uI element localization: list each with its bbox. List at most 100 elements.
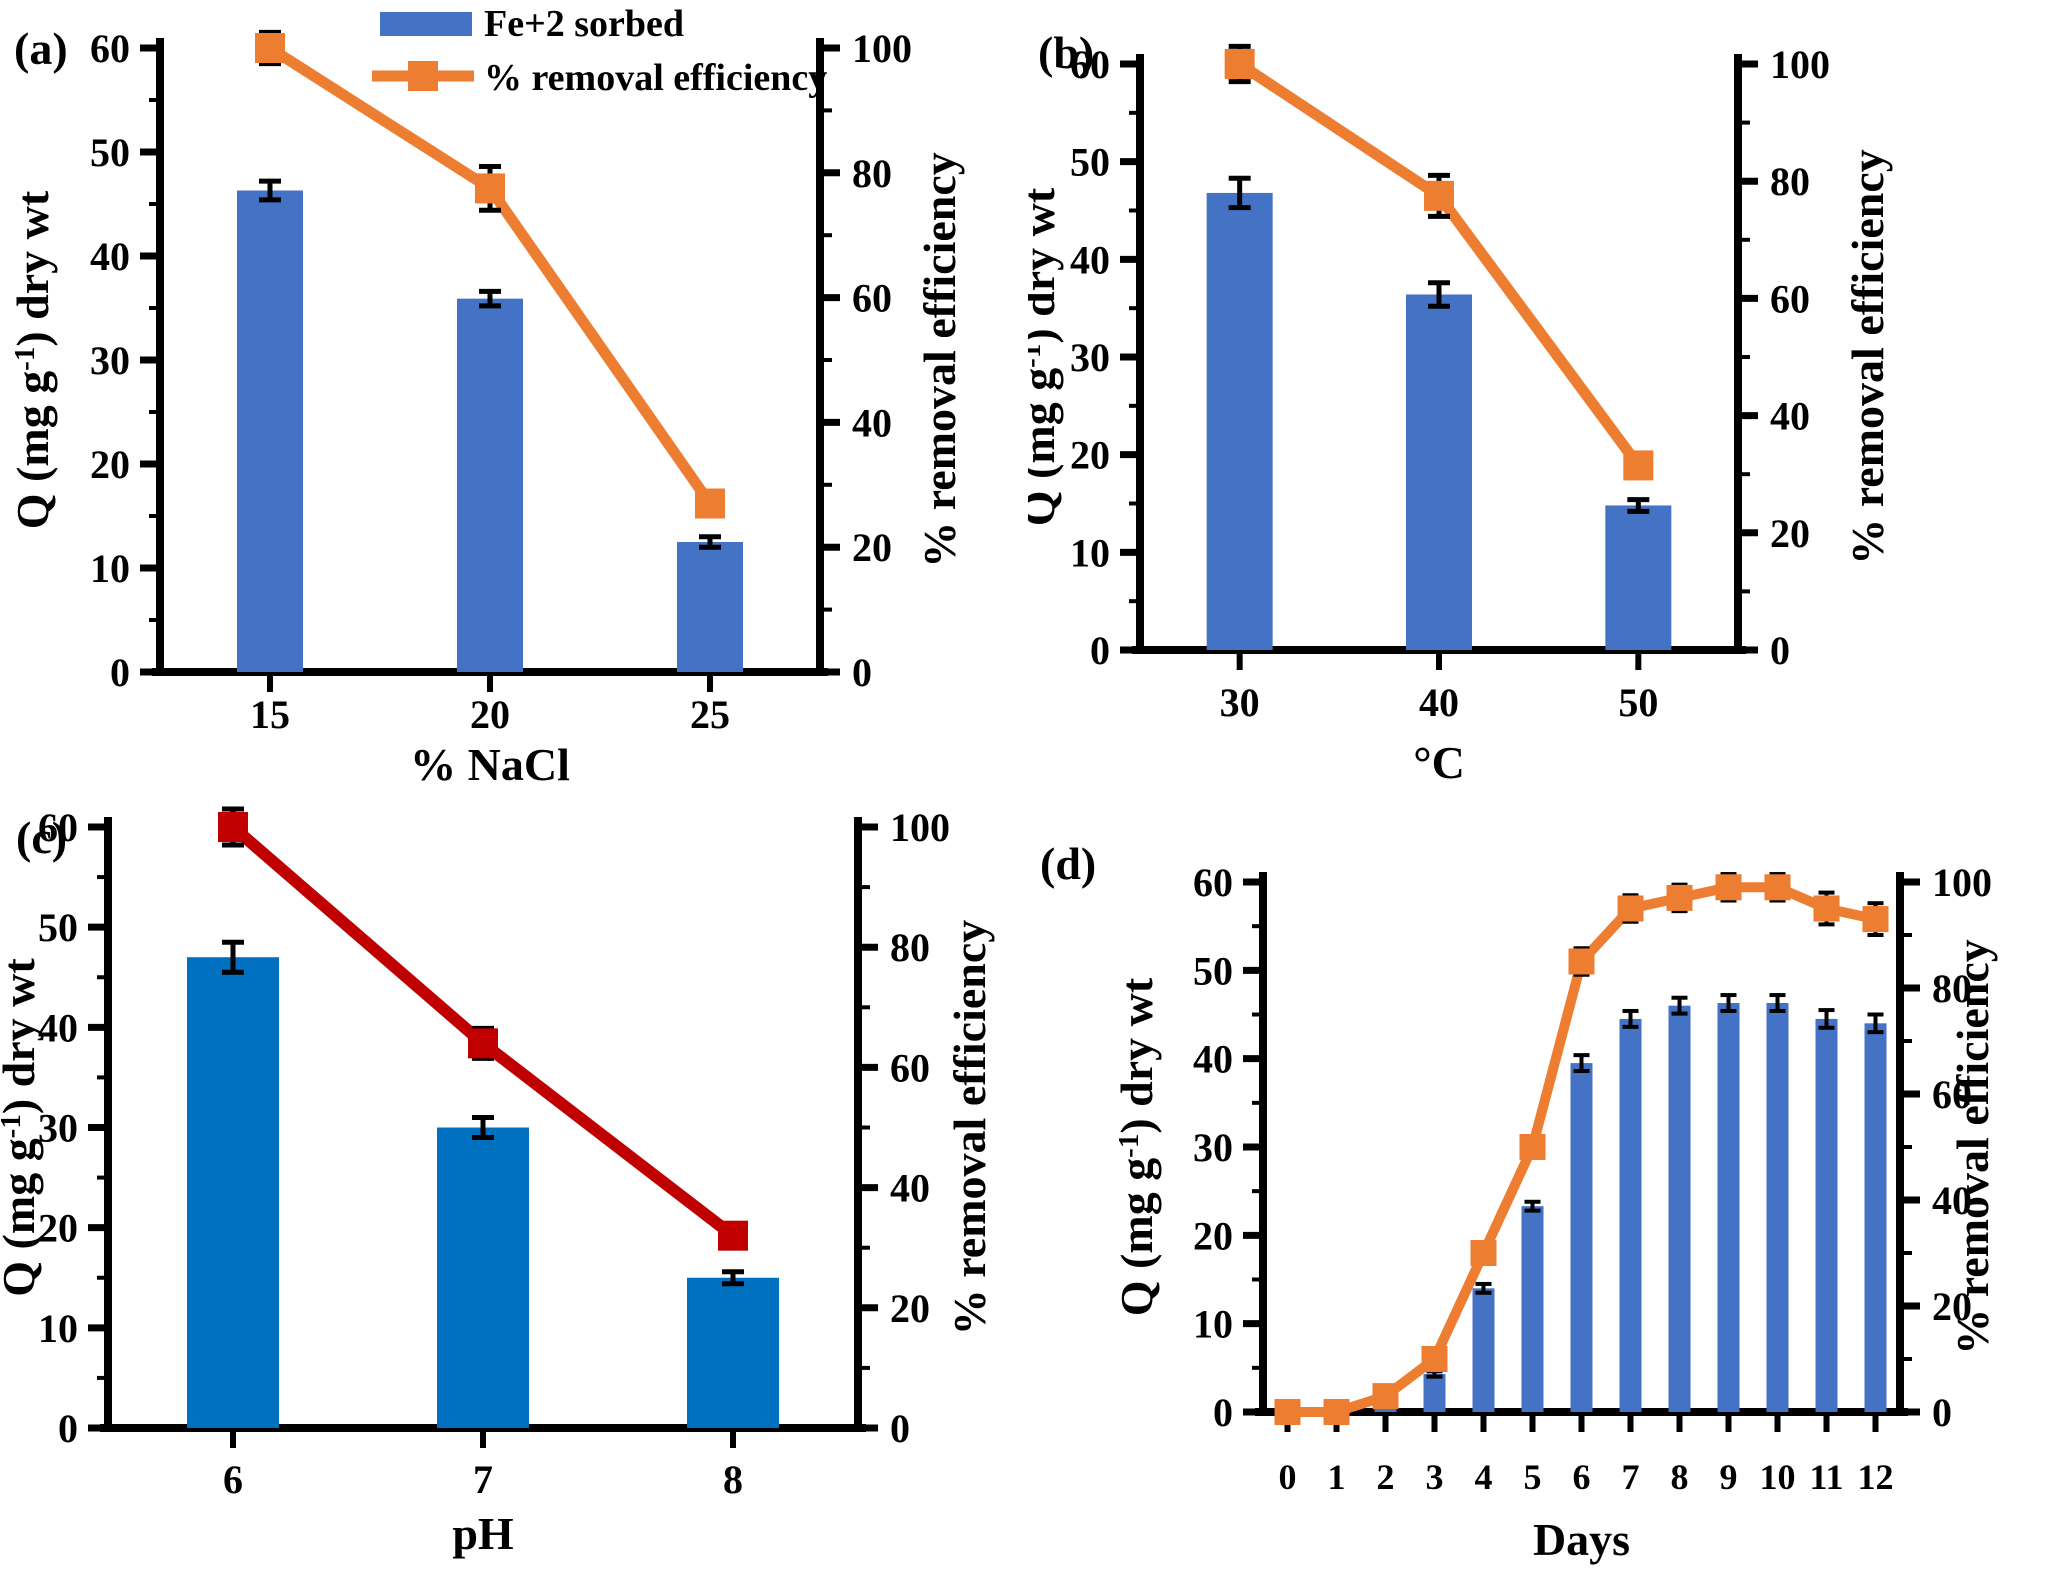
panel-label: (b)	[1038, 27, 1094, 78]
error-bar	[699, 534, 721, 550]
error-bar	[1573, 1053, 1590, 1074]
right-y-axis-title: % removal efficiency	[1947, 939, 1998, 1355]
x-tick-label: 8	[1671, 1457, 1689, 1497]
right-axis-tick-label: 80	[1932, 966, 1972, 1011]
x-tick-label: 20	[470, 692, 510, 737]
x-tick-label: 50	[1618, 680, 1658, 725]
right-axis-tick-label: 0	[852, 650, 872, 695]
right-axis-tick-label: 60	[1770, 276, 1810, 321]
bar-11	[1815, 1018, 1838, 1412]
left-y-axis-title: Q (mg g-1) dry wt	[1028, 187, 1064, 526]
x-tick-label: 10	[1760, 1457, 1796, 1497]
bar-7	[437, 1127, 529, 1428]
left-axis-tick-label: 0	[1090, 628, 1110, 673]
x-axis-title: Days	[1533, 1514, 1630, 1565]
bar-8	[1668, 1005, 1691, 1412]
error-bar	[259, 178, 281, 203]
x-tick-label: 12	[1858, 1457, 1894, 1497]
right-axis-tick-label: 40	[852, 400, 892, 445]
error-bar	[1867, 1012, 1884, 1035]
bar-25	[677, 542, 743, 672]
x-tick-label: 6	[223, 1457, 243, 1502]
line-marker	[255, 33, 285, 63]
left-axis-tick-label: 20	[1193, 1213, 1233, 1258]
left-axis-tick-label: 20	[90, 442, 130, 487]
chart-panel-d: (d) 0 10 20 30 40 50 60 0 20 40 60 80 100 0 1 2 3 4 5 6 7 8 9 10…	[1028, 785, 2055, 1570]
left-axis-tick-label: 50	[90, 130, 130, 175]
bar-40	[1406, 294, 1472, 650]
left-axis-tick-label: 60	[1070, 42, 1110, 87]
x-tick-label: 30	[1220, 680, 1260, 725]
bar-20	[457, 298, 523, 672]
x-tick-label: 11	[1809, 1457, 1843, 1497]
right-axis-tick-label: 40	[890, 1166, 930, 1211]
left-axis-tick-label: 60	[38, 805, 78, 850]
left-axis-tick-label: 40	[1070, 237, 1110, 282]
line-marker	[1568, 948, 1595, 975]
left-axis-tick-label: 30	[1193, 1125, 1233, 1170]
panel-label: (a)	[14, 23, 68, 74]
left-axis-tick-label: 20	[1070, 433, 1110, 478]
x-tick-label: 9	[1720, 1457, 1738, 1497]
x-tick-label: 7	[1622, 1457, 1640, 1497]
legend-line-marker	[408, 61, 438, 91]
right-axis-tick-label: 100	[1770, 42, 1830, 87]
x-axis-title: % NaCl	[410, 739, 570, 785]
right-axis-tick-label: 80	[890, 925, 930, 970]
chart-panel-a: (a) 0 10 20 30 40 50 60 0 20 40 60 80 100 15 20 25 % NaCl…	[0, 0, 1027, 790]
x-tick-label: 8	[723, 1457, 743, 1502]
line-marker	[1813, 895, 1840, 922]
left-axis-tick-label: 50	[1070, 140, 1110, 185]
left-axis-tick-label: 60	[90, 26, 130, 71]
line-marker	[1323, 1399, 1350, 1425]
error-bar	[1720, 993, 1737, 1013]
line-marker	[1617, 895, 1644, 922]
line-marker	[1666, 884, 1693, 911]
x-tick-label: 1	[1328, 1457, 1346, 1497]
right-axis-tick-label: 60	[1932, 1072, 1972, 1117]
line-marker	[1424, 180, 1454, 211]
left-axis-tick-label: 40	[90, 234, 130, 279]
line-marker	[1421, 1346, 1448, 1372]
right-axis-tick-label: 60	[852, 276, 892, 321]
left-axis-tick-label: 40	[1193, 1037, 1233, 1082]
line-marker	[718, 1220, 748, 1251]
x-tick-label: 40	[1419, 680, 1459, 725]
line-marker	[468, 1028, 498, 1059]
line-marker	[218, 812, 248, 842]
error-bar	[1622, 1008, 1639, 1029]
right-axis-tick-label: 20	[852, 525, 892, 570]
error-bar	[722, 1269, 744, 1287]
line-marker	[695, 488, 725, 519]
right-axis-tick-label: 80	[1770, 159, 1810, 204]
legend-bar-swatch	[380, 12, 472, 36]
error-bar	[222, 939, 244, 975]
line-marker	[1224, 49, 1255, 79]
chart-panel-b: (b) 0 10 20 30 40 50 60 0 20 40 60 80 100 30 40 50 °C Q (m…	[1013, 0, 2055, 788]
left-y-axis-title: Q (mg g-1) dry wt	[7, 190, 58, 529]
line-marker	[475, 173, 505, 204]
left-y-axis-title: Q (mg g-1) dry wt	[0, 958, 44, 1297]
left-y-axis-title: Q (mg g-1) dry wt	[1111, 977, 1162, 1316]
right-y-axis-title: % removal efficiency	[914, 152, 965, 568]
x-tick-label: 15	[250, 692, 290, 737]
legend-label-line: % removal efficiency	[484, 57, 827, 99]
right-axis-tick-label: 0	[1770, 628, 1790, 673]
line-marker	[1519, 1134, 1546, 1160]
bar-8	[687, 1277, 779, 1428]
left-axis-tick-label: 10	[90, 546, 130, 591]
panel-label: (d)	[1040, 838, 1096, 889]
line-marker	[1274, 1399, 1301, 1425]
bar-5	[1521, 1206, 1544, 1412]
line-marker	[1372, 1383, 1399, 1410]
left-axis-tick-label: 10	[38, 1306, 78, 1351]
line-marker	[1715, 874, 1742, 901]
x-axis-title: °C	[1413, 737, 1465, 785]
right-axis-tick-label: 100	[852, 26, 912, 71]
right-axis-tick-label: 20	[1770, 511, 1810, 556]
bar-7	[1619, 1018, 1642, 1412]
error-bar	[1475, 1281, 1492, 1295]
x-tick-label: 0	[1279, 1457, 1297, 1497]
x-tick-label: 6	[1573, 1457, 1591, 1497]
